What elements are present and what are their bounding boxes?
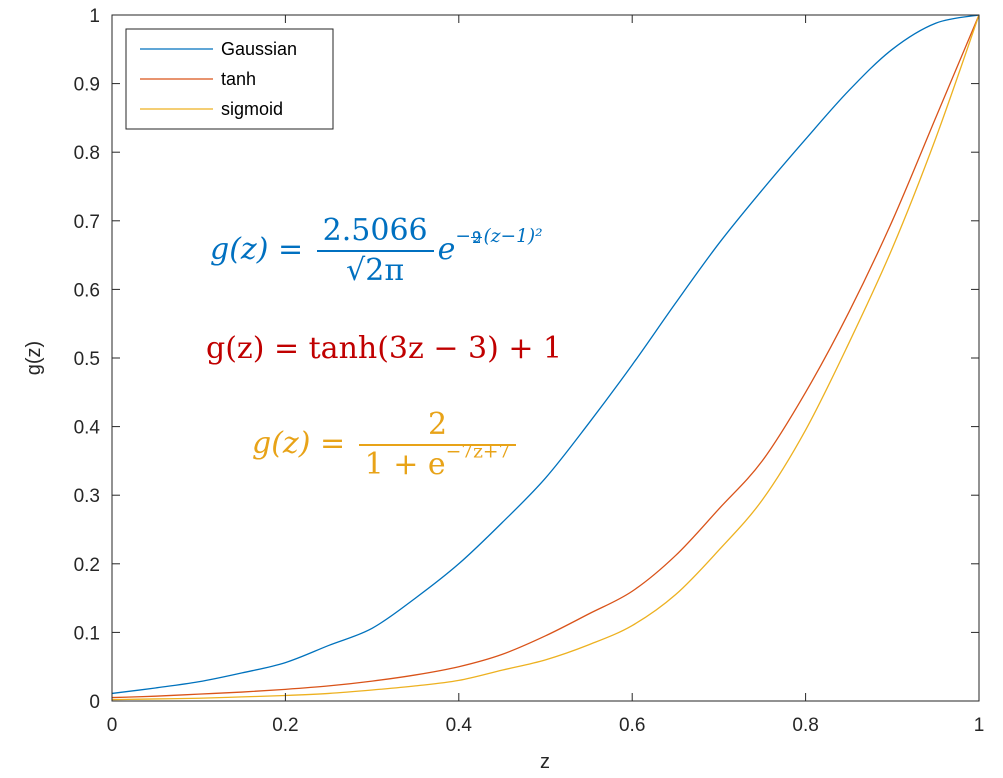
- gaussian-exponent-tail: (z−1)²: [483, 226, 543, 248]
- y-tick-label: 0.9: [74, 75, 100, 96]
- x-axis-label: z: [540, 751, 550, 773]
- series-line-sigmoid: [111, 14, 980, 701]
- gaussian-lhs: g(z) =: [210, 232, 313, 267]
- x-tick-label: 0.4: [446, 715, 473, 736]
- sigmoid-denominator-exponent: −7z+7: [445, 441, 511, 463]
- y-tick-label: 0.8: [74, 143, 100, 164]
- y-tick-label: 0.3: [74, 486, 100, 507]
- sigmoid-numerator: 2: [358, 410, 517, 446]
- y-tick-label: 0: [89, 692, 100, 713]
- gaussian-denominator: √2π: [346, 253, 405, 288]
- y-tick-label: 1: [89, 6, 100, 27]
- gaussian-exponent-num: 9: [470, 227, 483, 246]
- legend-label-tanh: tanh: [221, 69, 256, 89]
- legend-label-sigmoid: sigmoid: [221, 99, 283, 119]
- x-tick-label: 0.2: [272, 715, 298, 736]
- x-tick-label: 0.6: [619, 715, 645, 736]
- sigmoid-lhs: g(z) =: [252, 426, 355, 461]
- series-line-gaussian: [111, 14, 980, 695]
- tanh-equation-text: g(z) = tanh(3z − 3) + 1: [206, 331, 563, 366]
- gaussian-numerator: 2.5066: [316, 216, 434, 252]
- tanh-equation: g(z) = tanh(3z − 3) + 1: [206, 334, 562, 364]
- sigmoid-denominator-base: 1 + e: [364, 447, 446, 482]
- sigmoid-denominator: 1 + e−7z+7: [359, 442, 517, 482]
- y-tick-label: 0.4: [74, 418, 101, 439]
- gaussian-exponent-sign: −: [455, 226, 471, 248]
- gaussian-equation: g(z) = 2.5066 √2π e− 9 2 (z−1)²: [210, 216, 543, 286]
- x-tick-label: 0.8: [792, 715, 818, 736]
- x-tick-label: 0: [107, 715, 118, 736]
- legend: Gaussian tanh sigmoid: [125, 28, 334, 130]
- y-axis-label: g(z): [23, 341, 45, 375]
- y-tick-label: 0.7: [74, 212, 100, 233]
- y-tick-label: 0.5: [74, 349, 100, 370]
- series-layer: [111, 14, 980, 701]
- series-line-tanh: [111, 14, 980, 699]
- gaussian-base: e: [437, 232, 456, 267]
- x-tick-label: 1: [974, 715, 985, 736]
- y-tick-label: 0.6: [74, 280, 100, 301]
- tick-layer: 0 0.2 0.4 0.6 0.8 1 0 0.1 0.2 0.3 0.4 0.5 0.6 0.7 0.8 0…: [74, 6, 985, 736]
- y-tick-label: 0.1: [74, 623, 100, 644]
- y-tick-label: 0.2: [74, 555, 100, 576]
- gaussian-exponent: −9 2 (z−1)²: [455, 226, 542, 247]
- gaussian-fraction: 2.5066 √2π: [316, 216, 434, 288]
- legend-label-gaussian: Gaussian: [221, 39, 297, 59]
